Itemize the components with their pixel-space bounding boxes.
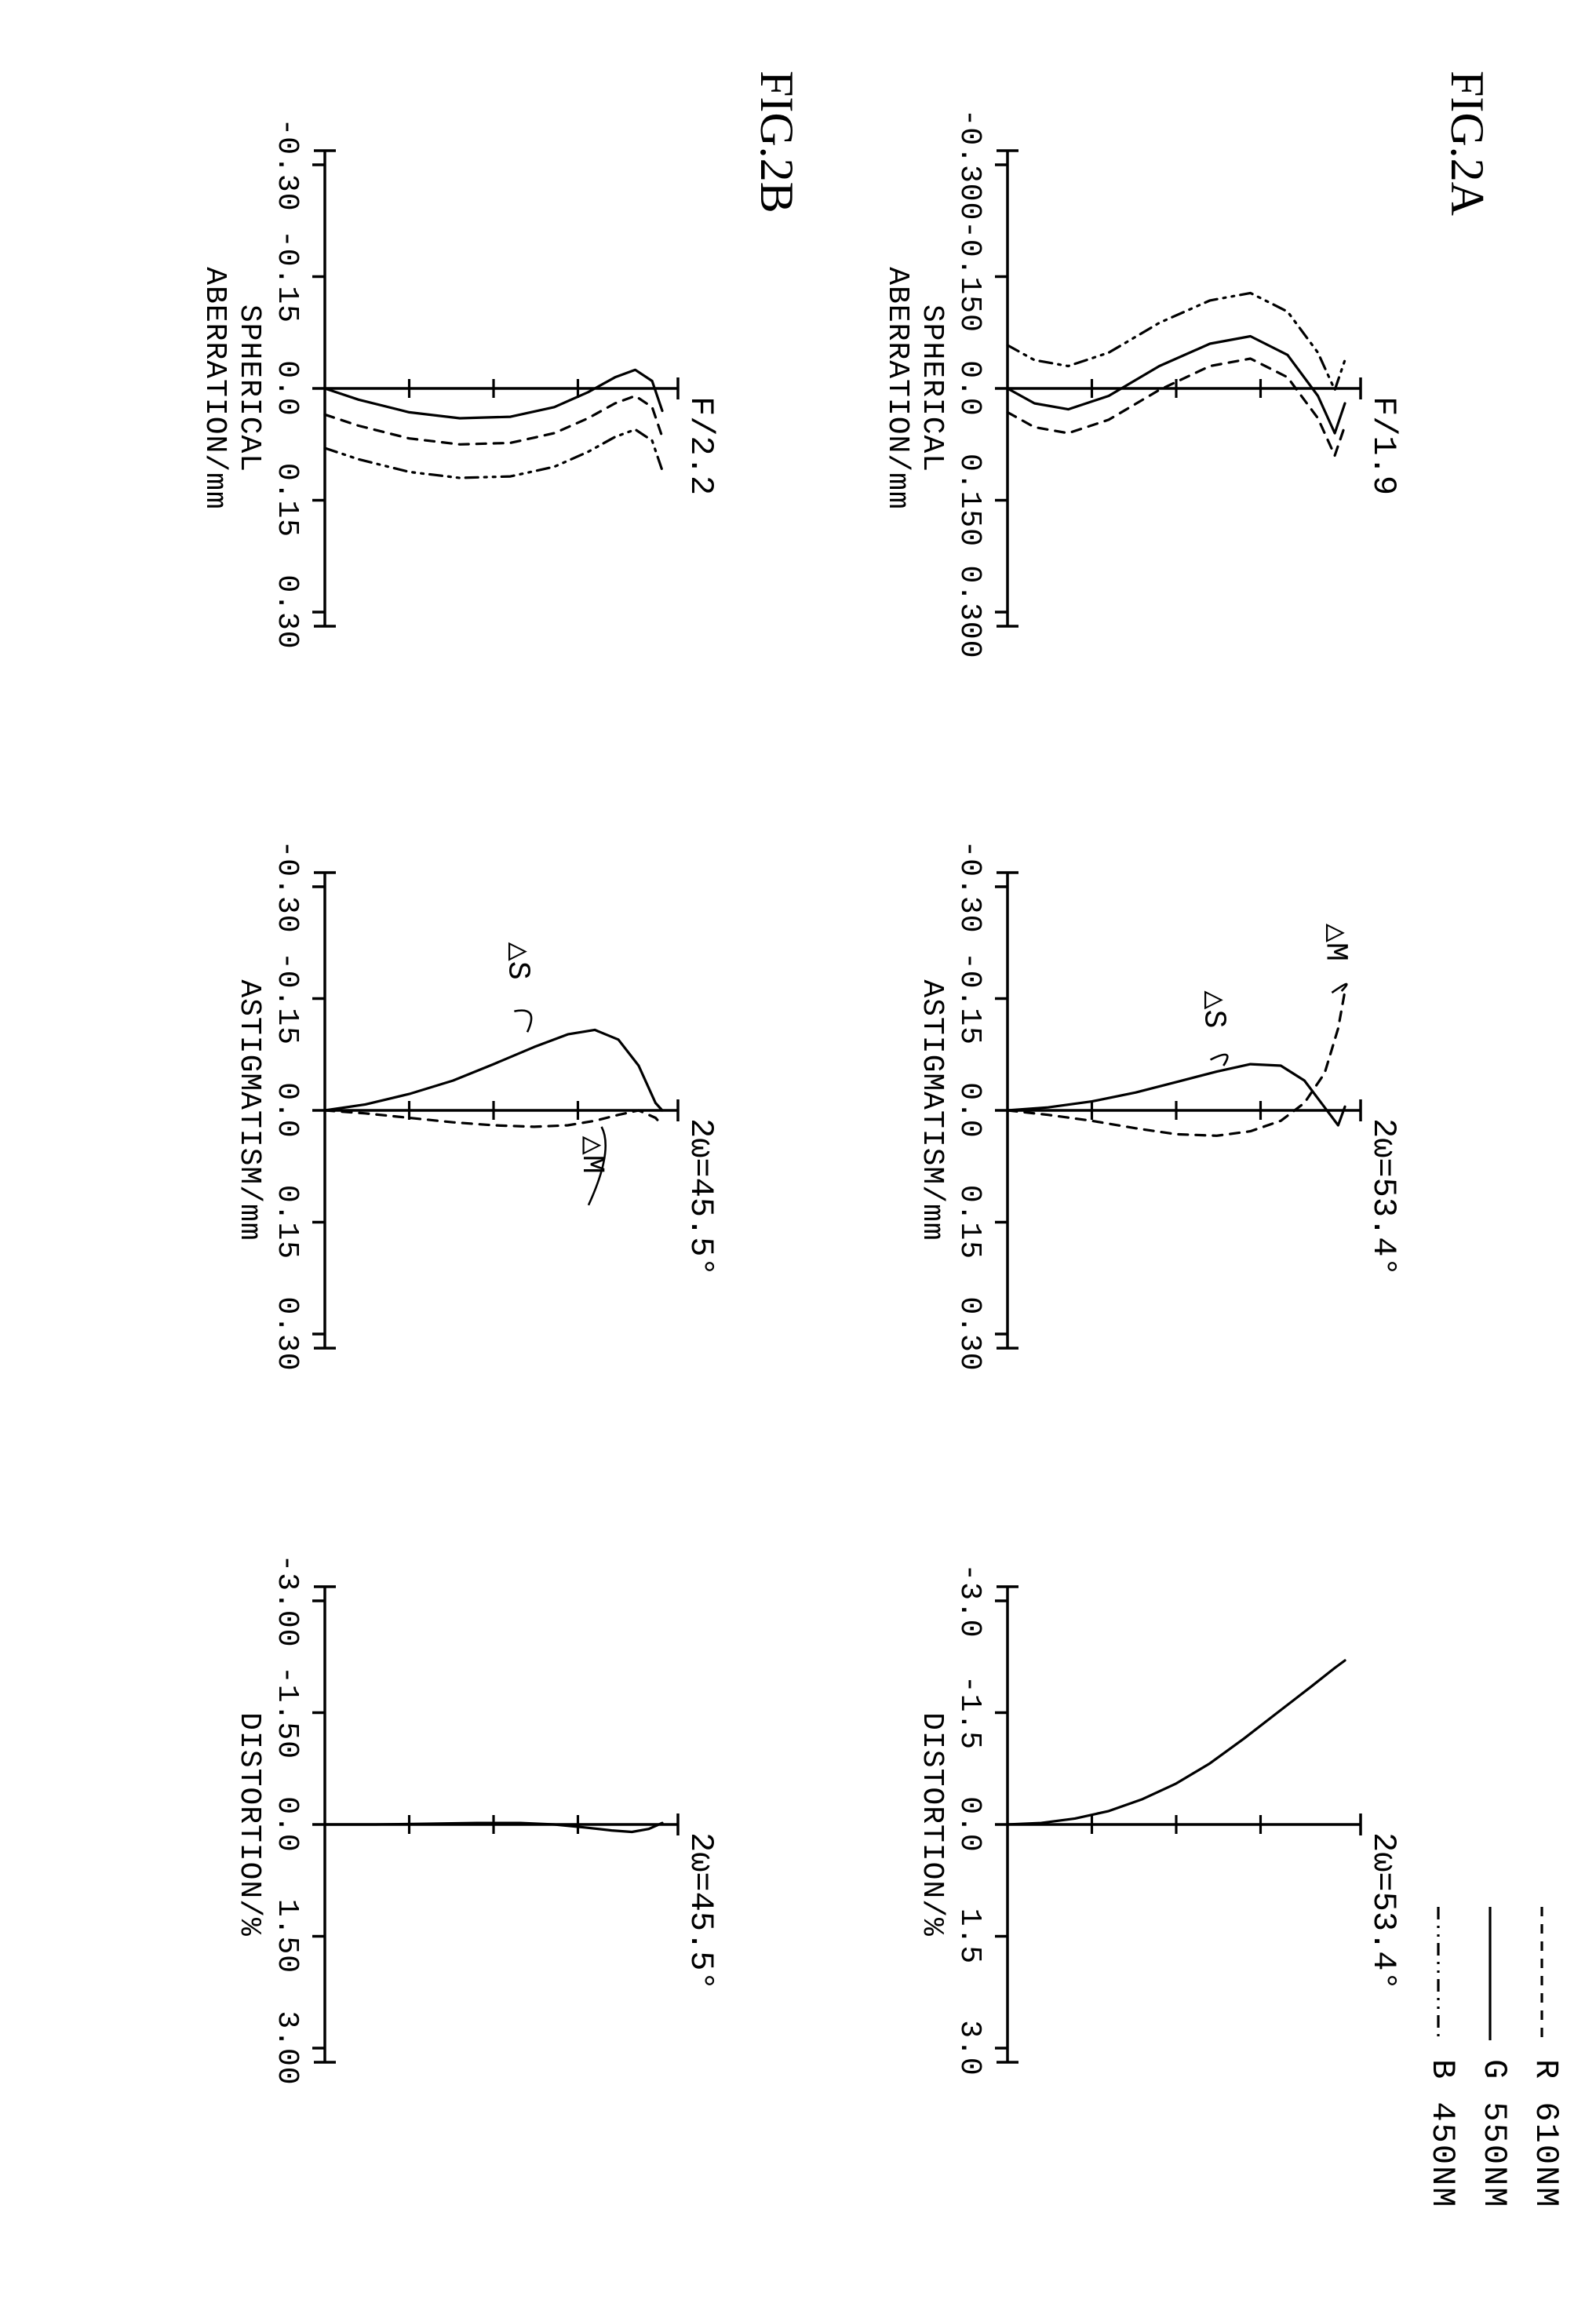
svg-text:0.300: 0.300 [953,565,986,658]
svg-text:0.0: 0.0 [953,1082,986,1138]
svg-text:ABERRATION/mm: ABERRATION/mm [198,267,231,509]
svg-text:0.15: 0.15 [270,1185,304,1259]
svg-text:1.50: 1.50 [270,1899,304,1974]
svg-text:-1.5: -1.5 [953,1675,986,1750]
svg-text:0.30: 0.30 [270,1296,304,1371]
svg-text:0.0: 0.0 [270,360,304,416]
svg-text:SPHERICAL: SPHERICAL [915,304,949,472]
svg-text:0.150: 0.150 [953,454,986,547]
panel-astA: -0.30 -0.15 0.0 0.15 0.30 2ω=53.4° ASTIGMATISM… [835,785,1400,1397]
svg-text:F/1.9: F/1.9 [1365,396,1400,495]
svg-text:0.0: 0.0 [953,360,986,416]
svg-text:SPHERICAL: SPHERICAL [232,304,266,472]
legend-item-g: G 550NM [1475,1907,1513,2208]
svg-text:DISTORTION/%: DISTORTION/% [232,1712,266,1937]
svg-text:△M: △M [574,1136,609,1174]
svg-text:1.5: 1.5 [953,1908,986,1964]
svg-text:2ω=45.5°: 2ω=45.5° [682,1832,717,1991]
svg-text:3.00: 3.00 [270,2010,304,2085]
svg-text:2ω=53.4°: 2ω=53.4° [1365,1118,1400,1277]
svg-text:2ω=53.4°: 2ω=53.4° [1365,1832,1400,1991]
svg-text:-1.50: -1.50 [270,1666,304,1759]
svg-text:-0.15: -0.15 [270,230,304,323]
svg-text:0.0: 0.0 [270,1082,304,1138]
legend-item-r: R 610NM [1527,1907,1565,2208]
svg-text:3.0: 3.0 [953,2020,986,2076]
svg-text:-3.00: -3.00 [270,1554,304,1647]
svg-text:2ω=45.5°: 2ω=45.5° [682,1118,717,1277]
panel-astB: -0.30 -0.15 0.0 0.15 0.30 2ω=45.5° ASTIGMATISM… [152,785,717,1397]
svg-text:-0.30: -0.30 [270,840,304,933]
svg-text:-0.30: -0.30 [270,118,304,211]
panel-sphB: -0.30 -0.15 0.0 0.15 0.30 F/2.2 SPHERICALABERR… [152,63,717,675]
svg-text:F/2.2: F/2.2 [682,396,717,495]
svg-text:-0.150: -0.150 [953,221,986,333]
svg-text:ABERRATION/mm: ABERRATION/mm [880,267,914,509]
svg-text:-0.300: -0.300 [953,109,986,221]
svg-text:0.0: 0.0 [953,1796,986,1852]
rotated-canvas: FIG.2A FIG.2B R 610NM G 550NM B 450NM [0,0,1596,2311]
fig2b-label: FIG.2B [749,71,803,213]
panel-sphA: -0.300-0.150 0.0 0.150 0.300 F/1.9 SPHERICALA… [835,63,1400,675]
legend-label-r: R 610NM [1527,2059,1565,2208]
svg-text:△S: △S [499,942,534,980]
page: FIG.2A FIG.2B R 610NM G 550NM B 450NM [0,0,1596,2311]
legend-label-g: G 550NM [1475,2059,1513,2208]
legend-item-b: B 450NM [1423,1907,1461,2208]
svg-text:-0.15: -0.15 [953,952,986,1045]
svg-text:△S: △S [1196,990,1231,1028]
svg-text:0.30: 0.30 [953,1296,986,1371]
svg-text:0.30: 0.30 [270,574,304,649]
legend: R 610NM G 550NM B 450NM [1409,1907,1565,2208]
legend-line-g [1482,1907,1506,2040]
panel-distB: -3.00 -1.50 0.0 1.50 3.00 2ω=45.5° DISTORTION/… [152,1499,717,2111]
legend-label-b: B 450NM [1423,2059,1461,2208]
svg-text:ASTIGMATISM/mm: ASTIGMATISM/mm [232,979,266,1241]
panel-distA: -3.0 -1.5 0.0 1.5 3.0 2ω=53.4° DISTORTION/% [835,1499,1400,2111]
svg-text:0.15: 0.15 [270,463,304,538]
svg-text:0.15: 0.15 [953,1185,986,1259]
legend-line-b [1430,1907,1454,2040]
legend-line-r [1534,1907,1558,2040]
svg-text:△M: △M [1317,924,1352,961]
fig2a-label: FIG.2A [1440,71,1494,216]
svg-text:ASTIGMATISM/mm: ASTIGMATISM/mm [915,979,949,1241]
svg-text:-0.15: -0.15 [270,952,304,1045]
svg-text:-0.30: -0.30 [953,840,986,933]
svg-text:0.0: 0.0 [270,1796,304,1852]
svg-text:-3.0: -3.0 [953,1563,986,1638]
svg-text:DISTORTION/%: DISTORTION/% [915,1712,949,1937]
